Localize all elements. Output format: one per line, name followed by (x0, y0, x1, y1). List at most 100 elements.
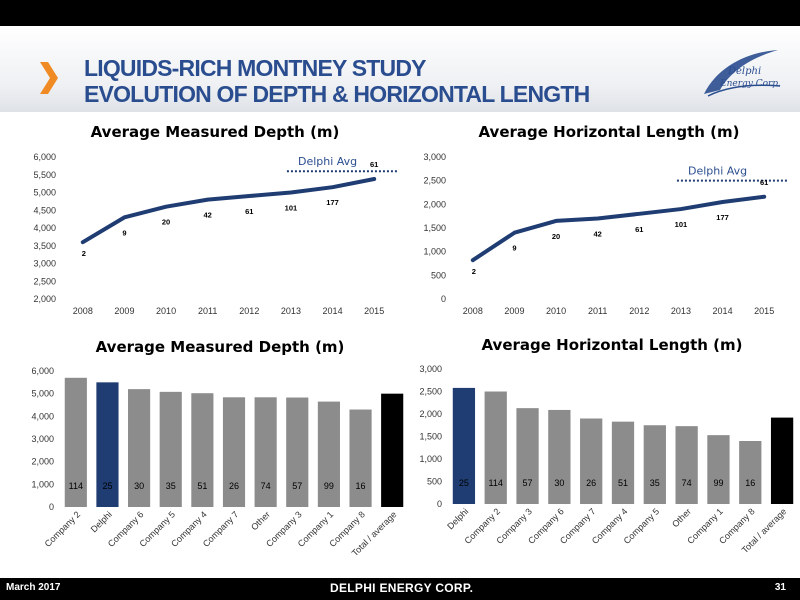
line-depth-chart: 2,000 2,500 3,000 3,500 4,000 4,500 5,000 5,500… (33, 152, 397, 316)
bar-label: 51 (197, 481, 207, 491)
x-tick-label: Other (249, 509, 272, 532)
y-tick-label: 3,000 (423, 152, 446, 162)
bar-label: 26 (229, 481, 239, 491)
x-tick-label: Delphi (445, 506, 470, 531)
y-tick-label: 4,500 (33, 205, 56, 215)
point-label: 177 (326, 198, 339, 207)
chevron-icon (40, 62, 58, 94)
y-tick-label: 2,000 (33, 294, 56, 304)
bar-label: 30 (554, 478, 564, 488)
y-tick-label: 1,500 (419, 432, 442, 442)
bar (675, 426, 698, 504)
y-tick-label: 3,000 (33, 259, 56, 269)
y-tick-label: 1,000 (31, 479, 54, 489)
reference-line-label: Delphi Avg (298, 155, 357, 168)
point-label: 61 (245, 207, 253, 216)
point-label: 101 (285, 204, 298, 213)
point-label: 61 (760, 178, 768, 187)
x-tick-label: 2010 (156, 306, 176, 316)
bar (64, 377, 87, 507)
bar (580, 418, 603, 504)
bar (159, 391, 182, 507)
page-number: 31 (774, 582, 786, 593)
bar-label: 51 (618, 478, 628, 488)
x-tick-label: 2008 (73, 306, 93, 316)
y-tick-label: 2,000 (31, 457, 54, 467)
y-tick-label: 4,000 (33, 223, 56, 233)
delphi-logo: Delphi Energy Corp. (704, 50, 781, 97)
bar-label: 74 (682, 478, 692, 488)
x-tick-label: 2013 (281, 306, 301, 316)
y-tick-label: 2,000 (423, 199, 446, 209)
y-tick-label: 1,000 (423, 247, 446, 257)
bar (739, 441, 762, 504)
bar-label: 25 (102, 481, 112, 491)
header-band (0, 26, 800, 112)
bar (516, 408, 539, 504)
footer-brand: DELPHI ENERGY CORP. (330, 581, 474, 595)
point-label: 9 (512, 244, 516, 253)
bar-depth-title: Average Measured Depth (m) (96, 338, 345, 356)
y-tick-label: 2,500 (419, 387, 442, 397)
y-tick-label: 2,000 (419, 409, 442, 419)
x-tick-label: 2008 (463, 306, 483, 316)
bar (643, 425, 666, 504)
bar (317, 401, 340, 507)
point-label: 61 (635, 225, 643, 234)
bar (611, 421, 635, 504)
y-tick-label: 0 (49, 502, 54, 512)
x-tick-label: 2011 (198, 306, 217, 316)
x-tick-label: Other (670, 506, 693, 529)
point-label: 101 (675, 220, 688, 229)
bar-label: 74 (261, 481, 271, 491)
y-tick-label: 3,500 (33, 241, 56, 251)
x-tick-label: Delphi (89, 509, 114, 534)
footer-date: March 2017 (6, 582, 61, 593)
x-tick-label: 2010 (546, 306, 566, 316)
bar (254, 397, 277, 507)
bar (548, 409, 571, 504)
page-title-line-1: LIQUIDS-RICH MONTNEY STUDY (84, 55, 426, 81)
y-tick-label: 500 (427, 477, 442, 487)
y-tick-label: 2,500 (33, 276, 56, 286)
y-tick-label: 1,000 (419, 454, 442, 464)
y-tick-label: 4,000 (31, 411, 54, 421)
bar (707, 435, 730, 504)
x-tick-label: 2015 (754, 306, 774, 316)
y-tick-label: 5,000 (33, 188, 56, 198)
bar-label: 114 (489, 478, 503, 488)
bar (128, 389, 151, 507)
point-label: 20 (552, 232, 560, 241)
bar (222, 397, 246, 507)
bar (96, 382, 119, 507)
point-label: 61 (370, 160, 378, 169)
series-line (80, 177, 377, 245)
bar (484, 391, 507, 504)
bar-label: 99 (713, 478, 723, 488)
point-label: 9 (122, 228, 126, 237)
point-label: 20 (162, 218, 170, 227)
y-tick-label: 0 (441, 294, 446, 304)
x-tick-label: 2012 (629, 306, 649, 316)
point-label: 2 (472, 267, 476, 276)
y-tick-label: 5,500 (33, 170, 56, 180)
line-horizontal-title: Average Horizontal Length (m) (478, 123, 739, 141)
bar-label: 25 (459, 478, 469, 488)
bar-label: 527 (775, 478, 790, 488)
bar-horizontal-chart: 0 500 1,000 1,500 2,000 2,500 3,000 25 Delphi 114… (419, 364, 794, 555)
logo-line-1: Delphi (727, 66, 761, 77)
bar (349, 409, 372, 507)
y-tick-label: 1,500 (423, 223, 446, 233)
y-tick-label: 2,500 (423, 176, 446, 186)
bar-label: 527 (385, 481, 400, 491)
bar-label: 26 (586, 478, 596, 488)
bar-label: 35 (166, 481, 176, 491)
bar-depth-chart: 0 1,000 2,000 3,000 4,000 5,000 6,000 114 Compan… (31, 366, 404, 558)
bar-label: 57 (292, 481, 302, 491)
bar-label: 30 (134, 481, 144, 491)
bar (770, 417, 794, 504)
y-tick-label: 3,000 (31, 434, 54, 444)
bar (381, 393, 404, 507)
point-label: 42 (204, 211, 212, 220)
top-bar (0, 0, 800, 26)
